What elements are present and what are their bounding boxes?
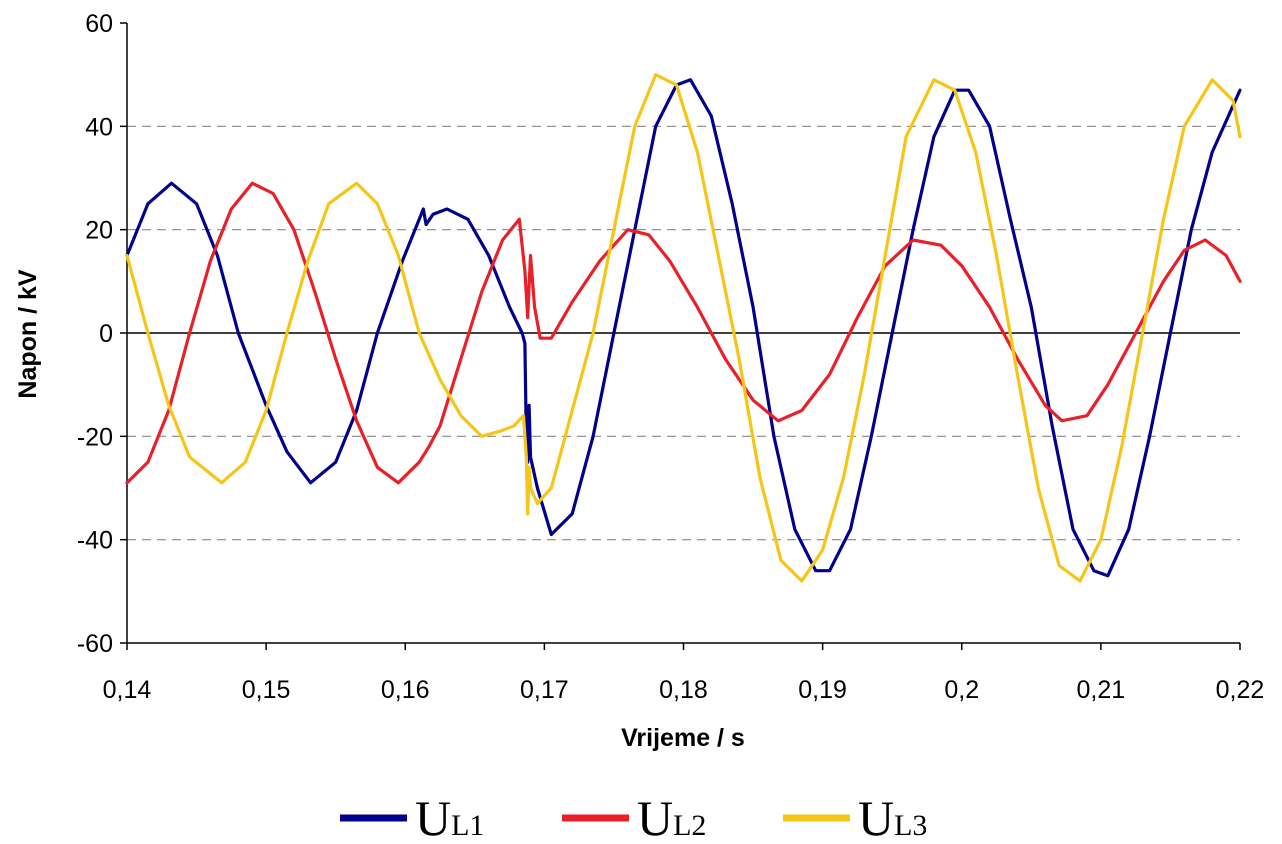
y-tick-label: 40 (85, 113, 113, 141)
x-tick-label: 0,18 (659, 676, 708, 704)
y-tick-label: -20 (77, 423, 113, 451)
y-tick-label: -40 (77, 527, 113, 555)
legend-label-l1: UL1 (415, 790, 484, 844)
y-tick-label: 60 (85, 10, 113, 38)
x-tick-label: 0,14 (103, 676, 152, 704)
legend-label-l3: UL3 (858, 790, 927, 844)
x-tick-label: 0,22 (1216, 676, 1265, 704)
series-line-l3 (125, 73, 1242, 583)
x-tick-label: 0,17 (520, 676, 569, 704)
y-axis-title: Napon / kV (14, 269, 42, 399)
x-tick-label: 0,16 (381, 676, 430, 704)
series-line-l2 (125, 181, 1242, 485)
series-line-l1 (125, 78, 1242, 578)
axes (120, 22, 1241, 650)
x-tick-label: 0,21 (1077, 676, 1126, 704)
legend: UL1 UL2 UL3 (340, 790, 927, 844)
legend-label-l2: UL2 (637, 790, 706, 844)
x-tick-label: 0,15 (242, 676, 291, 704)
tick-labels: -60 -40 -20 0 20 40 60 0,14 0,15 0,16 0,17 0,18 0,19… (77, 10, 1264, 704)
y-tick-label: -60 (77, 630, 113, 658)
x-axis-title: Vrijeme / s (621, 724, 745, 752)
x-tick-label: 0,19 (798, 676, 847, 704)
grid-lines (127, 125, 1240, 541)
y-tick-label: 0 (99, 320, 113, 348)
x-tick-label: 0,2 (944, 676, 979, 704)
y-tick-label: 20 (85, 217, 113, 245)
series-lines (125, 73, 1242, 583)
